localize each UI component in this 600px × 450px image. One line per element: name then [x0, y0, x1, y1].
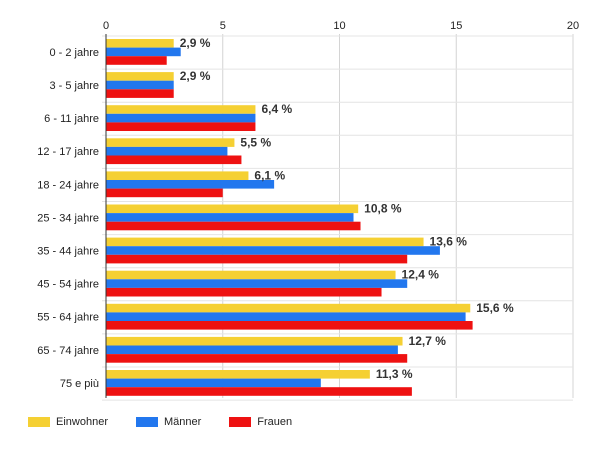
data-label: 12,7 % [409, 334, 447, 348]
x-axis-ticks: 0 5 10 15 20 [103, 20, 579, 32]
legend-item-maenner: Männer [135, 416, 202, 428]
bar-einwohner [106, 270, 396, 280]
x-tick-label: 5 [220, 20, 226, 32]
legend-label-einwohner: Einwohner [56, 416, 108, 428]
bar-mnner [106, 180, 275, 189]
data-label: 6,1 % [254, 168, 285, 182]
bar-mnner [106, 312, 466, 321]
bar-mnner [106, 113, 256, 123]
bar-einwohner [106, 171, 249, 180]
bar-einwohner [106, 105, 256, 114]
data-label: 12,4 % [402, 268, 440, 282]
x-tick-label: 0 [103, 20, 109, 32]
bar-frauen [106, 56, 167, 65]
bar-einwohner [106, 39, 174, 48]
legend-swatch-einwohner [28, 417, 50, 427]
data-labels: 2,9 % 2,9 % 6,4 % 5,5 % 6,1 % 10,8 % 13,6 % 12,… [180, 36, 514, 381]
data-label: 2,9 % [180, 69, 211, 83]
category-label: 55 - 64 jahre [37, 312, 99, 324]
category-label: 45 - 54 jahre [37, 279, 99, 291]
data-label: 11,3 % [376, 367, 413, 381]
bar-mnner [106, 146, 228, 156]
bar-frauen [106, 188, 223, 198]
bar-frauen [106, 387, 412, 396]
category-label: 65 - 74 jahre [37, 345, 99, 357]
bar-mnner [106, 213, 354, 222]
data-label: 6,4 % [261, 102, 292, 116]
category-label: 75 e più [60, 378, 99, 390]
bar-einwohner [106, 237, 424, 247]
bar-frauen [106, 155, 242, 165]
legend-label-frauen: Frauen [257, 416, 293, 428]
data-label: 13,6 % [430, 235, 468, 249]
legend-item-frauen: Frauen [229, 416, 292, 428]
bar-einwohner [106, 138, 235, 147]
category-label: 6 - 11 jahre [44, 113, 99, 125]
bar-einwohner [106, 336, 403, 346]
x-tick-label: 10 [333, 20, 345, 32]
legend-swatch-frauen [229, 417, 252, 427]
bars [106, 39, 473, 396]
grid-lines [102, 34, 574, 401]
bar-mnner [106, 80, 174, 90]
bar-frauen [106, 221, 361, 231]
category-label: 3 - 5 jahre [49, 80, 99, 92]
category-labels: 0 - 2 jahre 3 - 5 jahre 6 - 11 jahre 12 - 1… [37, 47, 99, 390]
bar-frauen [106, 354, 408, 363]
bar-frauen [106, 287, 382, 297]
bar-frauen [106, 122, 256, 131]
legend: Einwohner Männer Frauen [28, 416, 320, 428]
bar-frauen [106, 254, 408, 264]
bar-mnner [106, 378, 321, 388]
x-tick-label: 20 [567, 20, 579, 32]
bar-mnner [106, 246, 440, 255]
data-label: 2,9 % [180, 36, 211, 50]
category-label: 18 - 24 jahre [37, 179, 99, 191]
category-label: 12 - 17 jahre [37, 146, 99, 158]
category-label: 35 - 44 jahre [37, 246, 99, 258]
category-label: 0 - 2 jahre [49, 47, 99, 59]
bar-mnner [106, 345, 398, 355]
category-label: 25 - 34 jahre [37, 212, 99, 224]
data-label: 10,8 % [364, 202, 402, 216]
data-label: 5,5 % [240, 135, 271, 149]
bar-mnner [106, 279, 408, 288]
bar-frauen [106, 321, 473, 330]
bar-einwohner [106, 72, 174, 81]
bar-einwohner [106, 303, 471, 313]
legend-swatch-maenner [135, 417, 158, 427]
x-tick-label: 15 [450, 20, 462, 32]
data-label: 15,6 % [476, 301, 514, 315]
bar-frauen [106, 89, 174, 98]
legend-item-einwohner: Einwohner [28, 416, 108, 428]
bar-einwohner [106, 370, 370, 379]
legend-label-maenner: Männer [163, 416, 202, 428]
bar-mnner [106, 47, 181, 57]
bar-einwohner [106, 204, 359, 214]
